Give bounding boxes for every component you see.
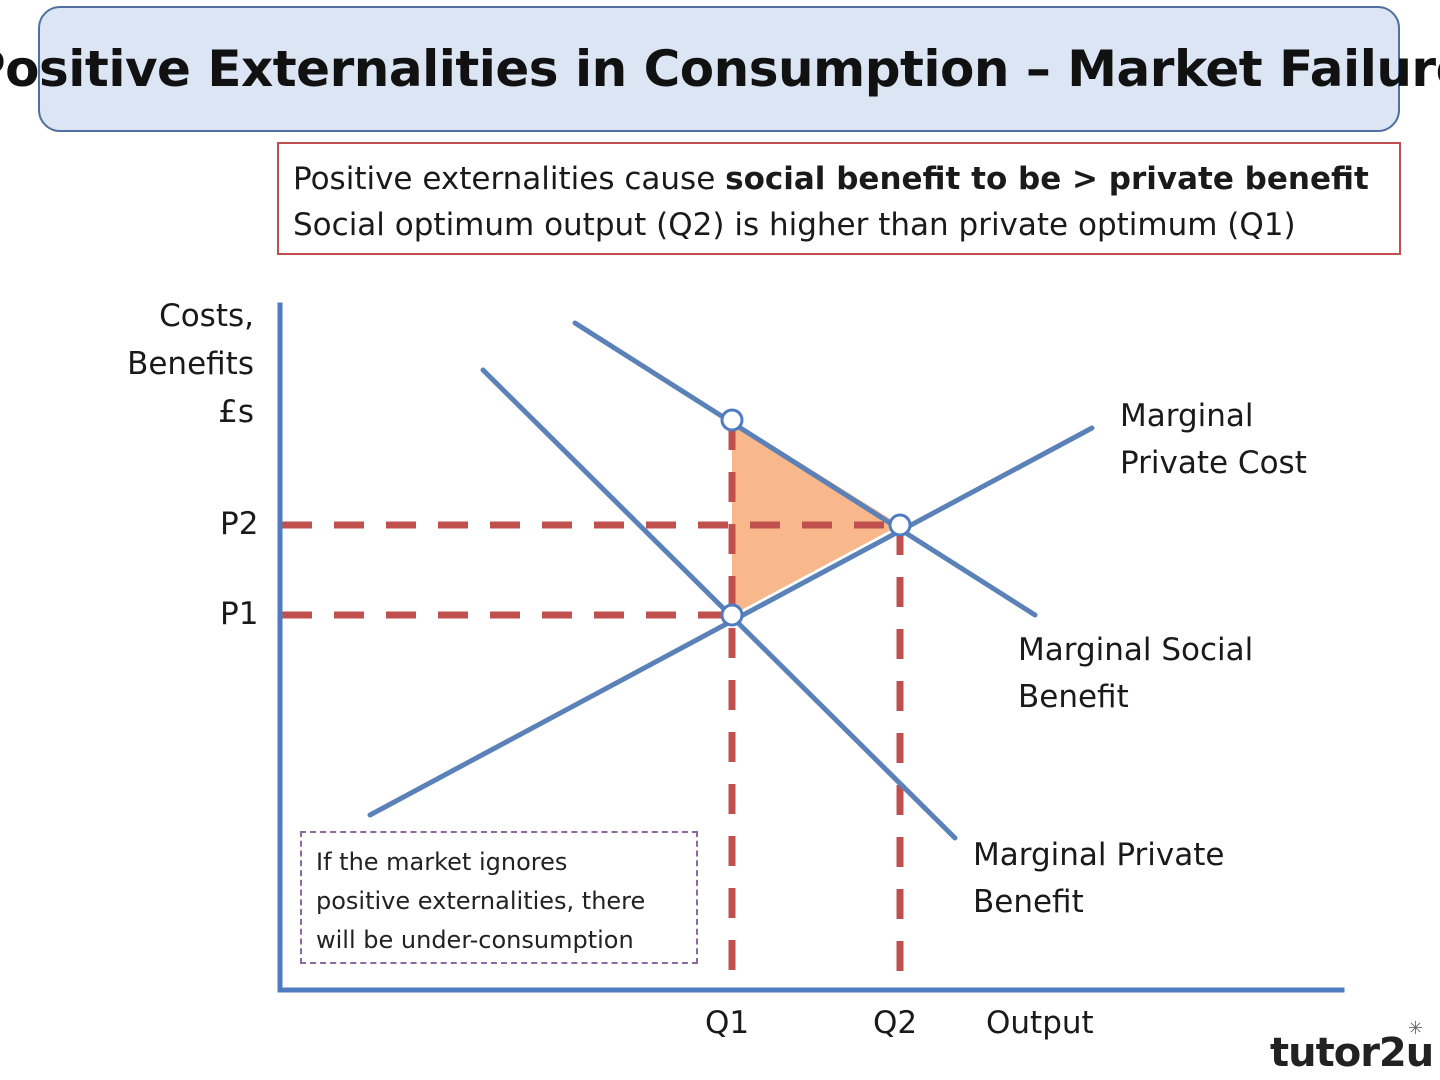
msb-label-line-1: Marginal Social: [1018, 632, 1254, 668]
y-axis-label-line-2: Benefits: [127, 346, 254, 382]
p2-label: P2: [220, 506, 259, 542]
p1-label: P1: [220, 596, 259, 632]
social-optimum-point: [888, 513, 912, 537]
marginal-private-benefit-curve: [480, 367, 958, 841]
y-axis-label-line-1: Costs,: [159, 298, 254, 334]
under-consumption-note: If the market ignores positive externali…: [300, 831, 698, 964]
title-banner: Positive Externalities in Consumption – …: [0, 6, 1440, 132]
msb-label: Marginal Social Benefit: [1018, 627, 1253, 721]
mpb-label-line-1: Marginal Private: [973, 837, 1225, 873]
brand-sparkle-icon: ✳: [1408, 1018, 1424, 1039]
marginal-social-benefit-curve: [572, 320, 1038, 618]
mpb-label: Marginal Private Benefit: [973, 832, 1224, 926]
msb-at-q1-point: [720, 408, 744, 432]
info-line-2: Social optimum output (Q2) is higher tha…: [293, 207, 1296, 243]
q2-label: Q2: [873, 1005, 918, 1041]
mpc-label-line-1: Marginal: [1120, 398, 1254, 434]
y-axis-label-line-3: £s: [218, 394, 254, 430]
info-line-1: Positive externalities cause social bene…: [293, 156, 1385, 202]
diagram-title: Positive Externalities in Consumption – …: [0, 40, 1440, 98]
mpc-label-line-2: Private Cost: [1120, 445, 1307, 481]
y-axis-label: Costs, Benefits £s: [40, 292, 254, 436]
info-line-1-bold: social benefit to be > private benefit: [725, 161, 1369, 197]
private-equilibrium-point: [720, 603, 744, 627]
note-line-3: will be under-consumption: [316, 926, 634, 954]
mpb-label-line-2: Benefit: [973, 884, 1084, 920]
brand-logo: tutor2u: [1270, 1030, 1434, 1076]
note-line-2: positive externalities, there: [316, 887, 646, 915]
mpc-label: Marginal Private Cost: [1120, 393, 1307, 487]
note-line-1: If the market ignores: [316, 848, 568, 876]
info-box: Positive externalities cause social bene…: [277, 142, 1401, 255]
q1-label: Q1: [705, 1005, 750, 1041]
welfare-loss-triangle: [732, 420, 900, 615]
x-axis-label: Output: [986, 1005, 1094, 1041]
info-line-1-prefix: Positive externalities cause: [293, 161, 726, 197]
msb-label-line-2: Benefit: [1018, 679, 1129, 715]
